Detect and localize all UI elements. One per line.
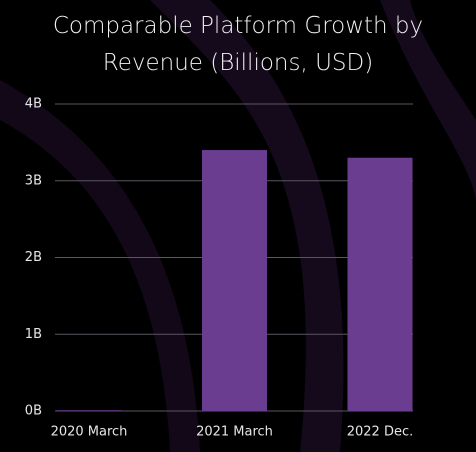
x-tick-label: 2020 March	[51, 425, 128, 440]
y-tick-label: 3B	[25, 173, 42, 188]
y-tick-label: 4B	[25, 97, 42, 112]
bar	[347, 157, 413, 411]
x-tick-label: 2021 March	[196, 425, 273, 440]
y-tick-label: 2B	[25, 250, 42, 265]
background-swoosh	[0, 80, 200, 452]
x-tick-label: 2022 Dec.	[347, 425, 414, 440]
background-swoosh	[150, 0, 344, 452]
bar	[56, 410, 122, 412]
background-swoosh	[380, 0, 476, 200]
y-tick-label: 1B	[25, 327, 42, 342]
chart-title: Comparable Platform Growth by Revenue (B…	[52, 13, 424, 76]
y-tick-label: 0B	[25, 404, 42, 419]
bar	[202, 150, 267, 412]
